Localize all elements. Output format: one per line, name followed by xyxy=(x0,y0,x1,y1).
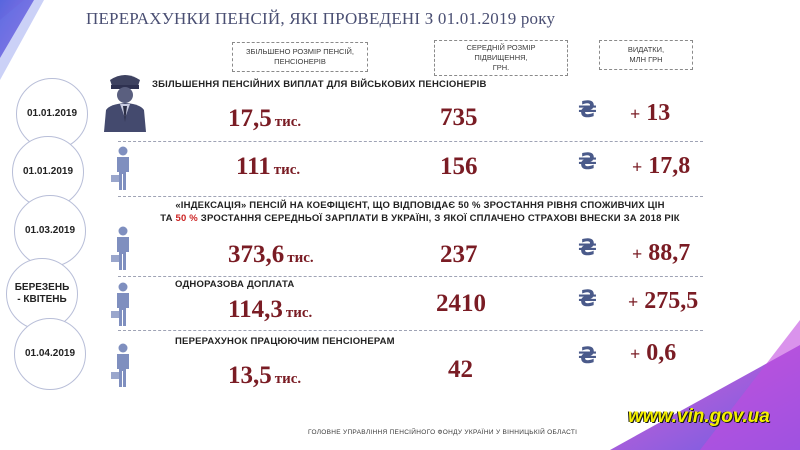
expenses-number: 0,6 xyxy=(646,340,677,366)
section-working-label: ПЕРЕРАХУНОК ПРАЦЮЮЧИМ ПЕНСІОНЕРАМ xyxy=(175,336,395,347)
date-circle: 01.03.2019 xyxy=(14,195,86,267)
hryvnia-icon: ₴ xyxy=(578,344,597,369)
expenses-value: +13 xyxy=(630,100,670,127)
indexation-text: ТА xyxy=(160,213,176,224)
person-icon xyxy=(111,282,129,326)
header-avg-line2: ПІДВИЩЕННЯ, xyxy=(474,53,528,62)
section-one-time-label: ОДНОРАЗОВА ДОПЛАТА xyxy=(175,279,295,290)
plus-sign: + xyxy=(630,104,641,124)
pensioner-count: 114,3 тис. xyxy=(228,296,312,324)
avg-increase: 42 xyxy=(448,356,473,383)
count-unit: тис. xyxy=(273,162,301,178)
date-label: 01.01.2019 xyxy=(22,166,74,177)
date-label: 01.03.2019 xyxy=(24,225,76,236)
section-military-label: ЗБІЛЬШЕННЯ ПЕНСІЙНИХ ВИПЛАТ ДЛЯ ВІЙСЬКОВ… xyxy=(152,79,487,90)
count-value: 114,3 xyxy=(228,296,283,323)
count-value: 111 xyxy=(236,153,271,180)
divider xyxy=(118,196,703,197)
count-value: 13,5 xyxy=(228,362,272,389)
header-avg-line1: СЕРЕДНІЙ РОЗМІР xyxy=(466,43,536,52)
header-exp-line2: МЛН ГРН xyxy=(629,55,663,64)
count-value: 373,6 xyxy=(228,241,285,268)
plus-sign: + xyxy=(632,244,643,264)
plus-sign: + xyxy=(632,157,643,177)
indexation-text: ЗРОСТАННЯ СЕРЕДНЬОЇ ЗАРПЛАТИ В УКРАЇНІ, … xyxy=(197,213,680,224)
hryvnia-icon: ₴ xyxy=(578,150,597,175)
pensioner-count: 13,5 тис. xyxy=(228,362,301,390)
person-icon xyxy=(111,146,129,190)
date-label-line2: - КВІТЕНЬ xyxy=(17,294,67,305)
expenses-number: 88,7 xyxy=(648,240,691,266)
expenses-number: 275,5 xyxy=(644,288,699,314)
count-unit: тис. xyxy=(287,250,314,266)
plus-sign: + xyxy=(628,292,639,312)
indexation-percent: 50 % xyxy=(175,213,198,224)
footer-organization: ГОЛОВНЕ УПРАВЛІННЯ ПЕНСІЙНОГО ФОНДУ УКРА… xyxy=(308,429,578,436)
section-indexation-label-line1: «ІНДЕКСАЦІЯ» ПЕНСІЙ НА КОЕФІЦІЄНТ, ЩО ВІ… xyxy=(175,200,665,211)
hryvnia-icon: ₴ xyxy=(578,236,597,261)
date-circle: 01.04.2019 xyxy=(14,318,86,390)
count-unit: тис. xyxy=(274,371,302,387)
page-title: ПЕРЕРАХУНКИ ПЕНСІЙ, ЯКІ ПРОВЕДЕНІ З 01.0… xyxy=(86,9,556,28)
header-avg-line3: ГРН. xyxy=(492,63,510,72)
website-link[interactable]: www.vin.gov.ua xyxy=(628,406,770,427)
date-label: 01.04.2019 xyxy=(24,348,76,359)
hryvnia-icon: ₴ xyxy=(578,287,597,312)
count-unit: тис. xyxy=(285,305,313,321)
header-count-line2: ПЕНСІОНЕРІВ xyxy=(274,57,326,66)
plus-sign: + xyxy=(630,344,641,364)
header-exp-line1: ВИДАТКИ, xyxy=(627,45,665,54)
pensioner-count: 111 тис. xyxy=(236,153,300,181)
avg-increase: 735 xyxy=(440,104,478,131)
expenses-number: 17,8 xyxy=(648,153,691,179)
expenses-value: +17,8 xyxy=(632,153,690,180)
expenses-value: +88,7 xyxy=(632,240,690,267)
divider xyxy=(118,330,703,331)
header-avg: СЕРЕДНІЙ РОЗМІР ПІДВИЩЕННЯ, ГРН. xyxy=(434,40,568,76)
header-count-line1: ЗБІЛЬШЕНО РОЗМІР ПЕНСІЙ, xyxy=(246,47,354,56)
date-label: 01.01.2019 xyxy=(26,108,78,119)
expenses-value: +0,6 xyxy=(630,340,676,367)
expenses-number: 13 xyxy=(646,100,671,126)
hryvnia-icon: ₴ xyxy=(578,98,597,123)
pensioner-count: 373,6 тис. xyxy=(228,241,314,269)
expenses-value: +275,5 xyxy=(628,288,698,315)
header-expenses: ВИДАТКИ, МЛН ГРН xyxy=(599,40,693,70)
military-officer-icon xyxy=(104,75,146,132)
avg-increase: 237 xyxy=(440,241,478,268)
person-icon xyxy=(111,343,129,387)
pensioner-count: 17,5 тис. xyxy=(228,105,301,133)
divider xyxy=(118,276,703,277)
date-label: БЕРЕЗЕНЬ xyxy=(14,282,70,293)
person-icon xyxy=(111,226,129,270)
count-unit: тис. xyxy=(274,114,302,130)
section-indexation-label-line2: ТА 50 % ЗРОСТАННЯ СЕРЕДНЬОЇ ЗАРПЛАТИ В У… xyxy=(110,213,730,224)
avg-increase: 2410 xyxy=(436,290,486,317)
avg-increase: 156 xyxy=(440,153,478,180)
count-value: 17,5 xyxy=(228,105,272,132)
header-count: ЗБІЛЬШЕНО РОЗМІР ПЕНСІЙ, ПЕНСІОНЕРІВ xyxy=(232,42,368,72)
divider xyxy=(118,141,703,142)
